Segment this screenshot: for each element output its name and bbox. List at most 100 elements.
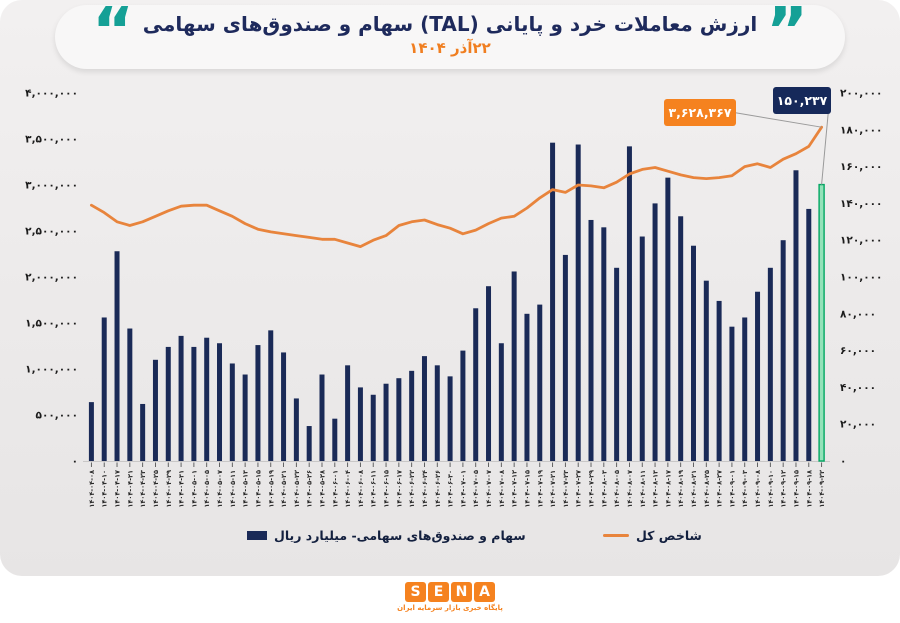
left-axis-tick-label: ۳,۵۰۰,۰۰۰ <box>25 134 78 146</box>
bar <box>229 363 235 461</box>
x-axis-category-label: ۱۴۰۴-۰۸-۲۵ <box>703 470 711 508</box>
bar <box>601 227 607 461</box>
bar <box>511 271 517 461</box>
last-bar-highlight <box>818 183 825 462</box>
bar <box>370 394 376 461</box>
bar <box>652 203 658 461</box>
x-axis-category-label: ۱۴۰۴-۰۸-۲۷ <box>716 470 724 508</box>
annotation-connector <box>821 104 830 185</box>
sena-logo-letter: E <box>428 582 449 602</box>
bar <box>114 251 120 461</box>
chart-panel <box>0 0 900 576</box>
bar <box>319 374 325 461</box>
index-line <box>90 125 823 249</box>
x-axis-category-label: ۱۴۰۴-۰۸-۰۳ <box>600 470 608 508</box>
x-axis-category-label: ۱۴۰۴-۰۵-۱۹ <box>267 470 275 508</box>
x-axis-category-label: ۱۴۰۴-۰۶-۰۱ <box>331 470 339 508</box>
annotation-box <box>773 87 831 114</box>
x-axis-category-label: ۱۴۰۴-۰۹-۱۲ <box>780 470 788 508</box>
annotation-value: ۱۵۰,۲۳۷ <box>777 93 828 108</box>
x-axis-category-label: ۱۴۰۴-۰۸-۰۵ <box>613 470 621 508</box>
page-date: ۲۲آذر ۱۴۰۴ <box>409 39 491 57</box>
right-axis-tick-label: ۲۰,۰۰۰ <box>840 419 876 431</box>
bar <box>678 216 684 461</box>
combo-chart: ۴,۰۰۰,۰۰۰ ۳,۵۰۰,۰۰۰ ۳,۰۰۰,۰۰۰ ۲,۵۰۰,۰۰۰ ۲,۰۰… <box>25 87 882 508</box>
left-axis-tick-label: ۳,۰۰۰,۰۰۰ <box>25 180 78 192</box>
x-axis-category-label: ۱۴۰۴-۰۴-۲۳ <box>139 470 147 508</box>
x-axis-category-label: ۱۴۰۴-۰۸-۱۹ <box>677 470 685 508</box>
bar <box>626 146 632 462</box>
sena-logo-letter: S <box>405 582 426 602</box>
x-axis-category-label: ۱۴۰۴-۰۷-۲۷ <box>575 470 583 508</box>
bar <box>396 378 402 461</box>
bar <box>178 335 184 461</box>
right-axis-tick-label: ۱۴۰,۰۰۰ <box>840 198 882 210</box>
bar <box>793 170 799 461</box>
bar <box>306 426 312 461</box>
x-axis-category-label: ۱۴۰۴-۰۷-۱۲ <box>511 470 519 508</box>
bar <box>293 398 299 461</box>
right-axis-tick-label: ۲۰۰,۰۰۰ <box>840 88 882 100</box>
bar <box>473 308 479 461</box>
bar <box>204 337 210 461</box>
bar <box>537 304 543 461</box>
right-axis-tick-label: ۰ <box>840 456 846 468</box>
bar <box>460 350 466 461</box>
right-axis-tick-label: ۱۲۰,۰۰۰ <box>840 235 882 247</box>
right-axis-tick-label: ۸۰,۰۰۰ <box>840 308 876 320</box>
x-axis-category-label: ۱۴۰۴-۰۵-۱۵ <box>254 470 262 508</box>
x-axis-category-label: ۱۴۰۴-۰۵-۲۶ <box>306 470 314 508</box>
x-axis-category-label: ۱۴۰۴-۰۵-۲۱ <box>280 470 288 508</box>
bar <box>357 387 363 461</box>
x-axis-category-label: ۱۴۰۴-۰۶-۱۵ <box>383 470 391 508</box>
bar <box>742 317 748 461</box>
x-axis-category-label: ۱۴۰۴-۰۸-۰۷ <box>626 470 634 508</box>
annotation-value: ۳,۶۲۸,۳۶۷ <box>669 105 732 120</box>
bar <box>281 352 287 461</box>
x-axis-category-label: ۱۴۰۴-۰۴-۲۵ <box>152 470 160 508</box>
bar <box>716 300 722 461</box>
bar-swatch-icon <box>247 531 267 540</box>
right-axis-tick-label: ۱۸۰,۰۰۰ <box>840 124 882 136</box>
left-axis-tick-label: ۱,۰۰۰,۰۰۰ <box>25 364 78 376</box>
x-axis-category-label: ۱۴۰۴-۰۴-۱۷ <box>114 470 122 508</box>
bar <box>498 343 504 461</box>
x-axis-category-label: ۱۴۰۴-۰۷-۲۹ <box>588 470 596 508</box>
bar <box>127 328 133 461</box>
x-axis-category-label: ۱۴۰۴-۰۹-۰۸ <box>754 470 762 508</box>
legend-bars: سهام و صندوق‌های سهامی- میلیارد ریال <box>247 528 526 543</box>
sena-logo-letter: A <box>474 582 495 602</box>
bar <box>486 286 492 461</box>
sena-logo-subtitle: پایگاه خبری بازار سرمایه ایران <box>397 604 503 612</box>
x-axis-category-label: ۱۴۰۴-۰۷-۰۸ <box>498 470 506 508</box>
sena-logo-letter: N <box>451 582 472 602</box>
bar <box>703 280 709 461</box>
bar <box>421 356 427 461</box>
annotation-box <box>664 99 736 126</box>
x-axis-category-label: ۱۴۰۴-۰۷-۰۱ <box>459 470 467 508</box>
x-axis-category-label: ۱۴۰۴-۰۷-۱۹ <box>536 470 544 508</box>
bar <box>165 346 171 461</box>
bar <box>665 177 671 461</box>
x-axis-category-label: ۱۴۰۴-۰۶-۲۶ <box>434 470 442 508</box>
x-axis-category-label: ۱۴۰۴-۰۷-۰۵ <box>472 470 480 508</box>
bar <box>345 365 351 461</box>
bar <box>767 267 773 461</box>
left-axis-tick-label: ۴,۰۰۰,۰۰۰ <box>25 88 78 100</box>
x-axis-category-label: ۱۴۰۴-۰۹-۲۲ <box>818 470 826 508</box>
bar <box>550 142 556 461</box>
x-axis-category-label: ۱۴۰۴-۰۷-۲۳ <box>562 470 570 508</box>
left-axis-tick-label: ۰ <box>72 456 78 468</box>
x-axis-category-label: ۱۴۰۴-۰۴-۲۹ <box>165 470 173 508</box>
x-axis-category-label: ۱۴۰۴-۰۷-۱۵ <box>523 470 531 508</box>
x-axis-category-label: ۱۴۰۴-۰۶-۰۸ <box>357 470 365 508</box>
x-axis-category-label: ۱۴۰۴-۰۹-۱۵ <box>792 470 800 508</box>
x-axis-category-label: ۱۴۰۴-۰۴-۱۰ <box>101 470 109 508</box>
x-axis-category-label: ۱۴۰۴-۰۸-۱۱ <box>639 470 647 508</box>
x-axis-category-label: ۱۴۰۴-۰۶-۱۷ <box>395 470 403 508</box>
bar <box>639 236 645 461</box>
x-axis-category-label: ۱۴۰۴-۰۹-۱۸ <box>805 470 813 508</box>
bar <box>152 359 158 461</box>
